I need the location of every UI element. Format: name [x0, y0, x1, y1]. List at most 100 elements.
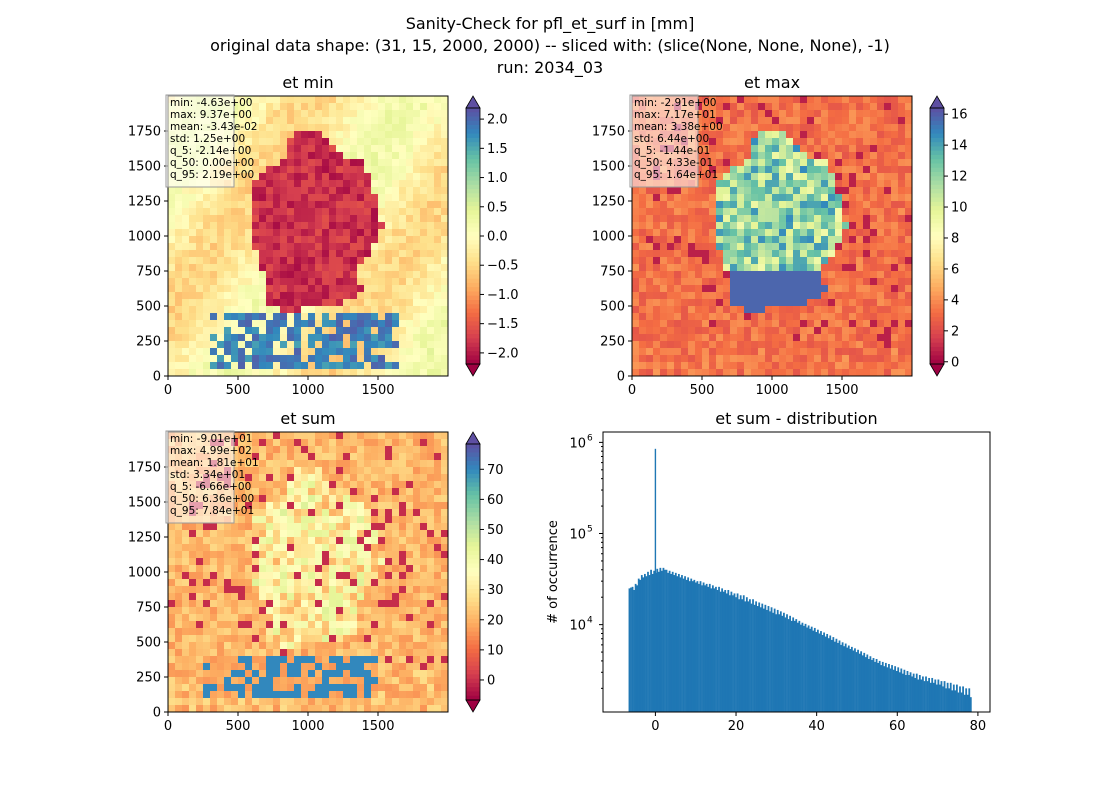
heatmap-cell [709, 187, 717, 195]
heatmap-cell [329, 369, 337, 377]
heatmap-cell [863, 264, 871, 272]
heatmap-cell [273, 565, 281, 573]
heatmap-cell [800, 348, 808, 356]
heatmap-cell [343, 355, 351, 363]
heatmap-cell [203, 691, 211, 699]
heatmap-cell [730, 236, 738, 244]
heatmap-cell [280, 530, 288, 538]
heatmap-cell [301, 327, 309, 335]
heatmap-cell [315, 236, 323, 244]
heatmap-cell [364, 481, 372, 489]
heatmap-cell [329, 348, 337, 356]
heatmap-cell [716, 341, 724, 349]
heatmap-cell [245, 621, 253, 629]
heatmap-cell [315, 656, 323, 664]
heatmap-cell [378, 586, 386, 594]
heatmap-cell [835, 159, 843, 167]
heatmap-cell [842, 292, 850, 300]
heatmap-cell [266, 670, 274, 678]
heatmap-cell [238, 607, 246, 615]
heatmap-cell [420, 635, 428, 643]
heatmap-cell [392, 439, 400, 447]
heatmap-cell [238, 586, 246, 594]
heatmap-cell [434, 341, 442, 349]
heatmap-cell [196, 691, 204, 699]
heatmap-cell [280, 327, 288, 335]
heatmap-cell [765, 173, 773, 181]
heatmap-cell [336, 278, 344, 286]
heatmap-cell [632, 306, 640, 314]
heatmap-cell [842, 215, 850, 223]
heatmap-cell [765, 306, 773, 314]
heatmap-cell [737, 145, 745, 153]
heatmap-cell [203, 558, 211, 566]
heatmap-cell [674, 348, 682, 356]
heatmap-cell [434, 642, 442, 650]
heatmap-cell [385, 628, 393, 636]
heatmap-cell [364, 334, 372, 342]
heatmap-cell [399, 600, 407, 608]
heatmap-cell [688, 306, 696, 314]
heatmap-cell [301, 649, 309, 657]
heatmap-cell [427, 257, 435, 265]
heatmap-cell [434, 159, 442, 167]
heatmap-cell [308, 208, 316, 216]
heatmap-cell [238, 348, 246, 356]
heatmap-cell [751, 187, 759, 195]
heatmap-cell [364, 124, 372, 132]
heatmap-cell [294, 551, 302, 559]
heatmap-cell [273, 446, 281, 454]
heatmap-cell [371, 586, 379, 594]
heatmap-cell [259, 684, 267, 692]
heatmap-cell [322, 509, 330, 517]
heatmap-cell [203, 285, 211, 293]
heatmap-cell [217, 222, 225, 230]
heatmap-cell [280, 285, 288, 293]
heatmap-cell [723, 313, 731, 321]
heatmap-cell [434, 313, 442, 321]
heatmap-cell [385, 481, 393, 489]
heatmap-cell [821, 250, 829, 258]
heatmap-cell [828, 96, 836, 104]
heatmap-cell [196, 656, 204, 664]
heatmap-cell [877, 334, 885, 342]
colorbar-tick-label: 2.0 [487, 113, 508, 128]
heatmap-cell [392, 159, 400, 167]
heatmap-cell [737, 369, 745, 377]
heatmap-cell [273, 180, 281, 188]
heatmap-cell [835, 320, 843, 328]
heatmap-cell [800, 215, 808, 223]
heatmap-cell [259, 551, 267, 559]
heatmap-cell [392, 313, 400, 321]
heatmap-cell [168, 278, 176, 286]
heatmap-cell [301, 313, 309, 321]
heatmap-cell [245, 628, 253, 636]
heatmap-cell [245, 201, 253, 209]
heatmap-cell [280, 523, 288, 531]
heatmap-cell [308, 215, 316, 223]
heatmap-cell [336, 656, 344, 664]
heatmap-cell [217, 593, 225, 601]
heatmap-cell [835, 215, 843, 223]
heatmap-cell [385, 299, 393, 307]
heatmap-cell [357, 551, 365, 559]
heatmap-cell [210, 628, 218, 636]
heatmap-cell [420, 558, 428, 566]
heatmap-cell [343, 264, 351, 272]
heatmap-cell [350, 285, 358, 293]
heatmap-cell [427, 579, 435, 587]
colorbar-tick-label: 16 [951, 108, 968, 123]
heatmap-cell [378, 362, 386, 370]
heatmap-cell [392, 355, 400, 363]
heatmap-cell [420, 481, 428, 489]
heatmap-cell [709, 327, 717, 335]
heatmap-cell [406, 243, 414, 251]
heatmap-cell [336, 201, 344, 209]
heatmap-cell [744, 166, 752, 174]
heatmap-cell [891, 306, 899, 314]
heatmap-cell [315, 306, 323, 314]
heatmap-cell [695, 327, 703, 335]
heatmap-cell [646, 187, 654, 195]
heatmap-cell [639, 215, 647, 223]
heatmap-cell [259, 530, 267, 538]
